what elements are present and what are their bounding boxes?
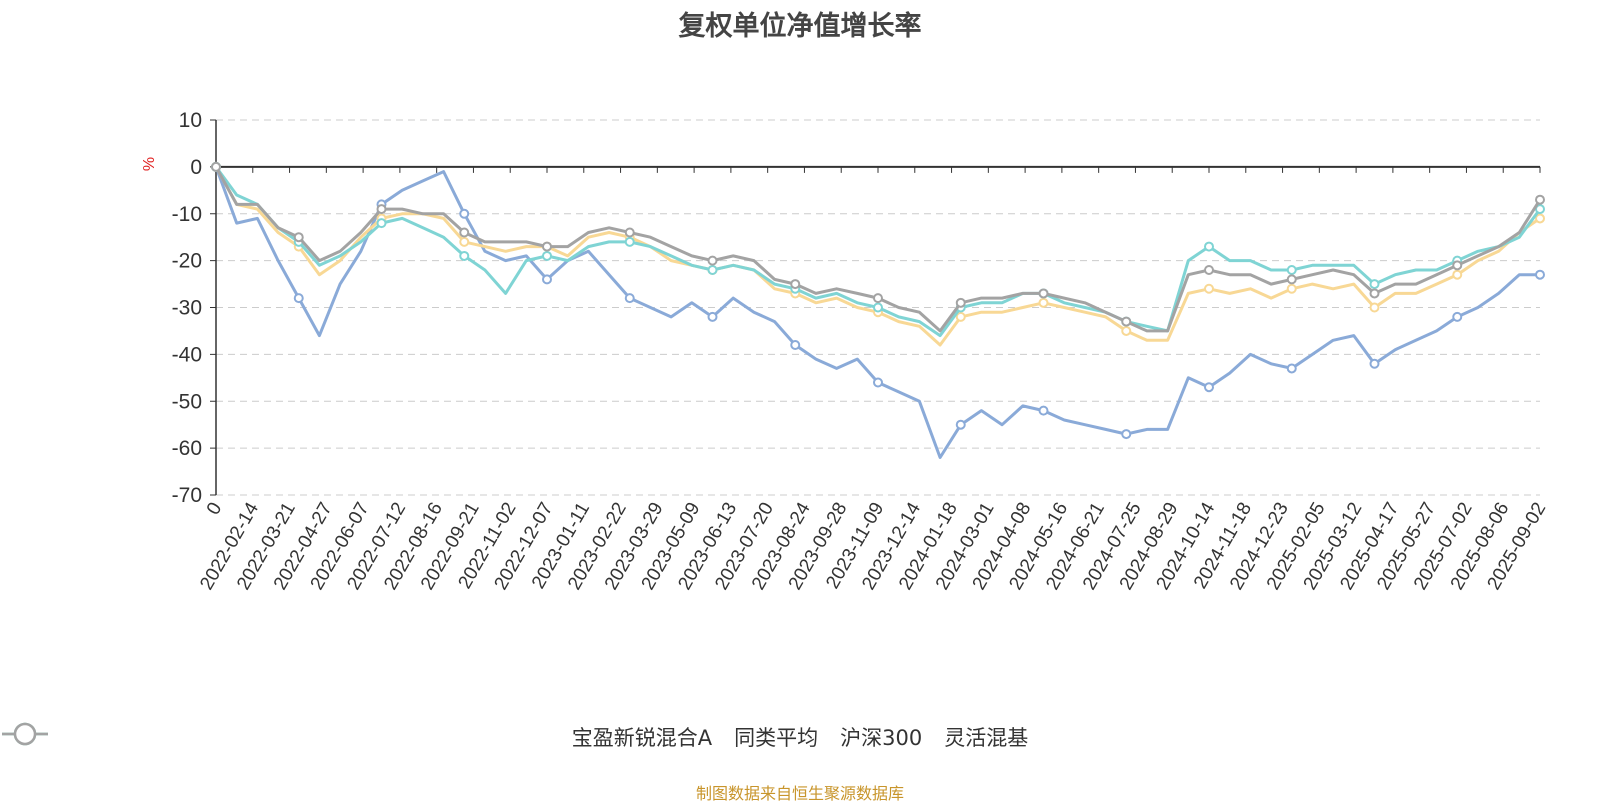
data-point xyxy=(1204,241,1214,252)
data-point xyxy=(1204,265,1214,275)
data-point xyxy=(790,279,801,290)
data-point xyxy=(542,274,552,285)
data-point xyxy=(1535,204,1545,215)
data-point xyxy=(624,293,635,304)
data-point xyxy=(459,227,470,238)
data-point xyxy=(542,250,552,261)
data-point xyxy=(873,377,883,388)
data-point xyxy=(459,236,470,247)
legend-item[interactable]: 沪深300 xyxy=(2,722,923,752)
data-point xyxy=(459,250,470,261)
data-point xyxy=(790,340,801,350)
y-tick-label: -40 xyxy=(172,343,202,366)
series-lines xyxy=(211,161,1545,459)
y-tick-label: -60 xyxy=(172,437,202,460)
data-point xyxy=(1369,302,1380,313)
data-point xyxy=(955,297,966,308)
data-point xyxy=(1286,265,1297,275)
legend: 宝盈新锐混合A 同类平均 沪深300 灵活混基 xyxy=(0,722,1600,752)
y-tick-label: -20 xyxy=(172,250,202,273)
data-point xyxy=(707,311,718,322)
legend-label: 宝盈新锐混合A xyxy=(571,726,713,750)
y-axis-label: % xyxy=(141,157,158,171)
legend-label: 沪深300 xyxy=(840,726,923,750)
y-tick-label: -70 xyxy=(172,484,202,507)
data-point xyxy=(873,302,883,313)
data-point xyxy=(293,232,304,243)
data-point xyxy=(955,419,966,430)
data-point xyxy=(955,311,966,322)
data-point xyxy=(376,218,387,229)
data-point xyxy=(1452,269,1463,280)
source-note: 制图数据来自恒生聚源数据库 xyxy=(695,784,904,803)
data-point xyxy=(1204,283,1214,294)
data-point xyxy=(707,255,718,266)
y-tick-label: 10 xyxy=(179,109,202,132)
y-tick-label: 0 xyxy=(190,156,202,179)
data-point xyxy=(1452,311,1463,322)
data-point xyxy=(1121,325,1132,336)
data-point xyxy=(1452,260,1463,271)
data-point xyxy=(1204,382,1214,393)
data-point xyxy=(624,236,635,247)
y-tick-label: -10 xyxy=(172,203,202,226)
data-point xyxy=(211,161,221,172)
series-line-1 xyxy=(214,166,1541,347)
data-point xyxy=(1286,283,1297,294)
data-point xyxy=(1038,405,1049,416)
data-point xyxy=(1535,269,1545,280)
legend-label: 灵活混基 xyxy=(944,726,1029,750)
data-point xyxy=(1369,279,1380,290)
legend-item[interactable]: 同类平均 xyxy=(2,722,819,752)
axes: 100-10-20-30-40-50-60-7002022-02-142022-… xyxy=(172,109,1551,594)
x-tick-label: 0 xyxy=(203,499,226,519)
legend-label: 同类平均 xyxy=(734,726,819,750)
legend-item[interactable]: 宝盈新锐混合A xyxy=(2,722,713,752)
data-point xyxy=(1038,288,1049,299)
data-point xyxy=(1535,213,1545,224)
y-tick-label: -30 xyxy=(172,297,202,320)
legend-item[interactable]: 灵活混基 xyxy=(2,722,1029,752)
data-point xyxy=(624,227,635,238)
chart-title: 复权单位净值增长率 xyxy=(678,11,922,42)
y-tick-label: -50 xyxy=(172,390,202,413)
data-point xyxy=(1038,297,1049,308)
data-point xyxy=(293,293,304,304)
data-point xyxy=(1535,194,1545,205)
data-point xyxy=(542,241,552,252)
data-point xyxy=(459,208,470,219)
data-point xyxy=(873,293,883,304)
data-point xyxy=(1286,274,1297,285)
data-point xyxy=(1369,358,1380,369)
data-point xyxy=(1121,316,1132,327)
data-point xyxy=(1121,429,1132,440)
data-point xyxy=(1286,363,1297,374)
data-point xyxy=(707,265,718,275)
data-point xyxy=(1369,288,1380,299)
legend-line-circle-icon xyxy=(2,722,48,746)
data-point xyxy=(376,204,387,215)
